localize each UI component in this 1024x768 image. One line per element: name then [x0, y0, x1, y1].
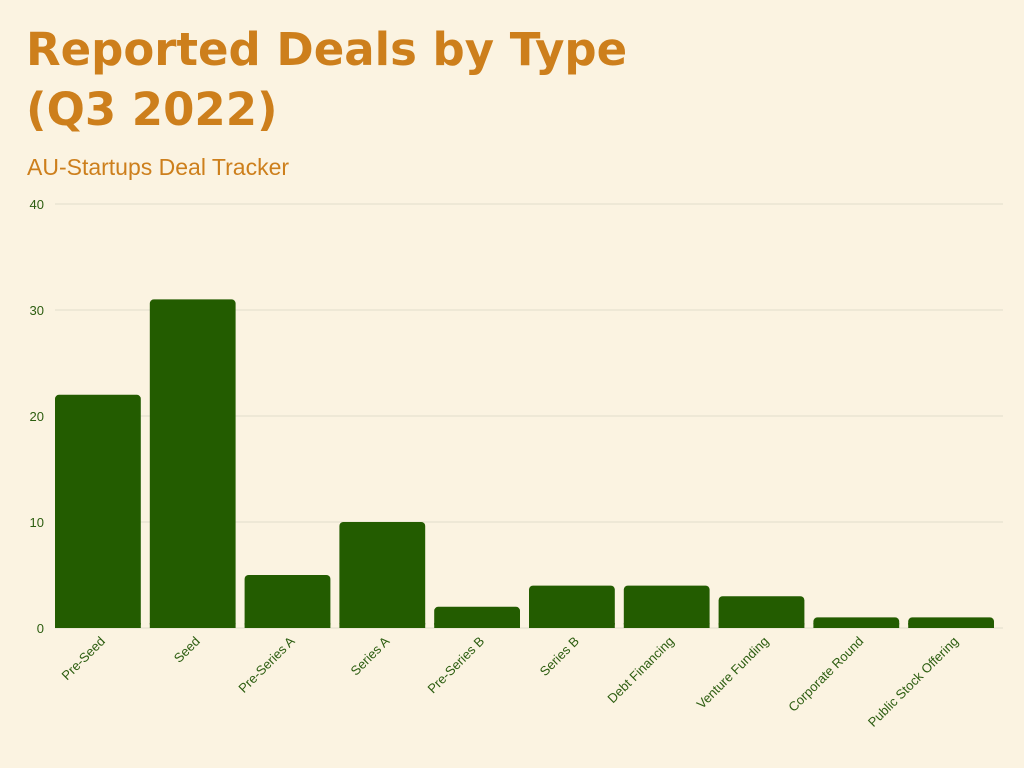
- bar-base: [529, 623, 615, 628]
- bars: [55, 299, 994, 628]
- x-tick-label: Venture Funding: [694, 634, 772, 712]
- bar-base: [813, 623, 900, 628]
- bar-pre-series-b: [434, 606, 520, 628]
- bar-venture-funding: [718, 596, 805, 628]
- bar-series-a: [339, 522, 426, 628]
- bar-seed: [149, 299, 236, 628]
- bar-base: [718, 623, 805, 628]
- x-axis-ticks: Pre-Seed Seed Pre-Series A Series A Pre-Seri…: [59, 633, 962, 730]
- y-tick-label: 0: [37, 621, 44, 636]
- x-tick-label: Pre-Series A: [235, 633, 297, 695]
- bar-base: [244, 623, 331, 628]
- y-tick-label: 30: [30, 303, 44, 318]
- bar-debt-financing: [623, 585, 710, 628]
- x-tick-label: Public Stock Offering: [865, 634, 961, 730]
- x-tick-label: Series A: [348, 633, 393, 678]
- x-tick-label: Corporate Round: [785, 634, 866, 715]
- bar-base: [908, 623, 994, 628]
- x-tick-label: Pre-Series B: [424, 634, 487, 697]
- x-tick-label: Series B: [537, 634, 582, 679]
- y-tick-label: 20: [30, 409, 44, 424]
- y-axis-ticks: 0 10 20 30 40: [30, 197, 44, 636]
- bar-base: [434, 623, 520, 628]
- bar-base: [339, 623, 426, 628]
- bar-pre-seed: [55, 394, 141, 628]
- bar-base: [55, 623, 141, 628]
- x-tick-label: Seed: [171, 634, 203, 666]
- bar-base: [149, 623, 236, 628]
- bar-series-b: [529, 585, 615, 628]
- bar-base: [623, 623, 710, 628]
- chart-subtitle: AU-Startups Deal Tracker: [27, 154, 290, 180]
- y-tick-label: 40: [30, 197, 44, 212]
- chart-title: Reported Deals by Type (Q3 2022): [26, 23, 628, 136]
- bar-pre-series-a: [244, 575, 331, 628]
- x-tick-label: Pre-Seed: [59, 634, 108, 683]
- x-tick-label: Debt Financing: [604, 634, 676, 706]
- y-tick-label: 10: [30, 515, 44, 530]
